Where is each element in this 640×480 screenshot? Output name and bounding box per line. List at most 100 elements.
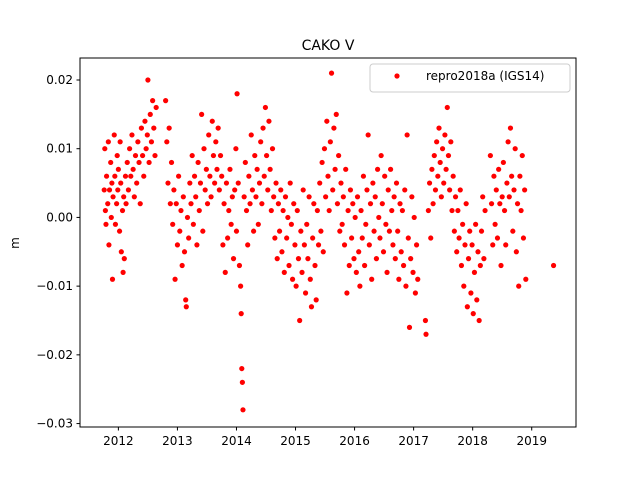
data-point <box>118 180 124 186</box>
data-point <box>147 111 153 117</box>
data-point <box>248 132 254 138</box>
data-point <box>438 194 444 200</box>
data-point <box>506 194 512 200</box>
data-point <box>278 187 284 193</box>
data-point <box>408 256 414 262</box>
data-point <box>311 201 317 207</box>
data-point <box>174 242 181 248</box>
data-point <box>313 297 319 303</box>
data-point <box>447 187 453 193</box>
data-point <box>434 139 440 145</box>
data-point <box>286 262 292 269</box>
data-point <box>226 207 232 214</box>
data-point <box>488 201 495 207</box>
data-point <box>183 304 189 310</box>
data-point <box>273 180 279 186</box>
data-point <box>167 201 173 207</box>
data-point <box>238 311 244 317</box>
data-point <box>236 262 243 269</box>
data-point <box>266 118 272 124</box>
data-point <box>177 228 183 234</box>
data-point <box>291 201 297 207</box>
data-point <box>111 132 117 138</box>
data-point <box>437 159 443 166</box>
data-point <box>150 98 156 104</box>
data-point <box>390 242 396 248</box>
data-point <box>448 139 454 145</box>
data-point <box>189 152 195 159</box>
data-point <box>452 194 459 200</box>
data-point <box>514 201 521 207</box>
data-point <box>256 180 263 186</box>
data-point <box>212 180 218 186</box>
data-point <box>462 242 468 248</box>
data-point <box>338 180 344 186</box>
data-point <box>319 159 325 166</box>
data-point <box>463 201 469 207</box>
data-point <box>511 187 517 193</box>
data-point <box>109 180 115 186</box>
data-point <box>305 256 311 262</box>
data-point <box>217 152 224 159</box>
data-point <box>114 201 120 207</box>
x-tick-label: 2014 <box>221 434 252 448</box>
data-point <box>203 166 209 172</box>
data-point <box>334 201 341 207</box>
data-point <box>144 132 150 138</box>
data-point <box>284 235 290 241</box>
data-point <box>402 187 408 193</box>
data-point <box>510 228 516 234</box>
data-point <box>439 146 446 152</box>
data-point <box>206 132 212 138</box>
data-point <box>473 221 479 227</box>
data-point <box>349 235 355 241</box>
x-tick-label: 2019 <box>516 434 547 448</box>
data-point <box>202 187 208 193</box>
data-point <box>454 249 460 255</box>
data-point <box>386 228 393 234</box>
data-point <box>331 125 337 131</box>
data-point <box>550 262 557 269</box>
data-point <box>365 132 371 138</box>
data-point <box>458 262 465 269</box>
data-point <box>375 166 381 172</box>
data-point <box>292 242 298 248</box>
data-point <box>219 173 225 179</box>
data-point <box>223 180 230 186</box>
data-point <box>369 276 375 282</box>
data-point <box>108 214 114 221</box>
data-point <box>239 365 245 372</box>
data-point <box>287 180 293 186</box>
data-point <box>143 146 149 152</box>
data-point <box>442 132 448 138</box>
data-point <box>187 180 193 186</box>
data-point <box>500 159 506 166</box>
data-point <box>436 125 442 131</box>
data-point <box>522 187 528 193</box>
data-point <box>412 290 418 296</box>
data-point <box>487 152 493 159</box>
data-point <box>137 201 143 207</box>
data-point <box>105 201 111 207</box>
x-tick-label: 2015 <box>280 434 311 448</box>
data-point <box>450 173 456 179</box>
data-point <box>246 173 252 179</box>
data-point <box>475 249 481 255</box>
data-point <box>180 194 186 200</box>
data-point <box>326 207 332 214</box>
data-point <box>422 317 429 324</box>
data-point <box>312 262 318 269</box>
y-tick-label: −0.01 <box>36 279 73 293</box>
data-point <box>243 207 250 214</box>
data-point <box>518 207 524 214</box>
data-point <box>461 283 467 289</box>
data-point <box>314 207 320 214</box>
data-point <box>145 77 151 83</box>
data-point <box>191 173 198 179</box>
data-point <box>152 152 158 159</box>
data-point <box>259 201 265 207</box>
data-point <box>429 166 435 172</box>
data-point <box>372 194 378 200</box>
data-point <box>229 194 235 200</box>
data-point <box>271 194 277 200</box>
